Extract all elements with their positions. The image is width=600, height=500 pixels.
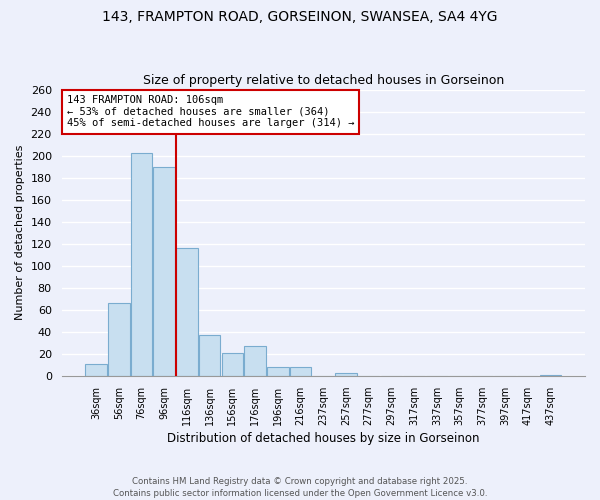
Bar [176,248,198,376]
X-axis label: Distribution of detached houses by size in Gorseinon: Distribution of detached houses by size … [167,432,479,445]
Text: 143 FRAMPTON ROAD: 106sqm
← 53% of detached houses are smaller (364)
45% of semi: 143 FRAMPTON ROAD: 106sqm ← 53% of detac… [67,96,354,128]
Bar [108,303,130,376]
Text: Contains HM Land Registry data © Crown copyright and database right 2025.
Contai: Contains HM Land Registry data © Crown c… [113,476,487,498]
Bar [290,367,311,376]
Bar [244,346,266,376]
Bar [335,372,357,376]
Bar [539,374,561,376]
Text: 143, FRAMPTON ROAD, GORSEINON, SWANSEA, SA4 4YG: 143, FRAMPTON ROAD, GORSEINON, SWANSEA, … [102,10,498,24]
Bar [85,364,107,376]
Bar [221,352,243,376]
Bar [199,335,220,376]
Title: Size of property relative to detached houses in Gorseinon: Size of property relative to detached ho… [143,74,504,87]
Bar [267,367,289,376]
Bar [131,154,152,376]
Bar [154,166,175,376]
Y-axis label: Number of detached properties: Number of detached properties [15,145,25,320]
